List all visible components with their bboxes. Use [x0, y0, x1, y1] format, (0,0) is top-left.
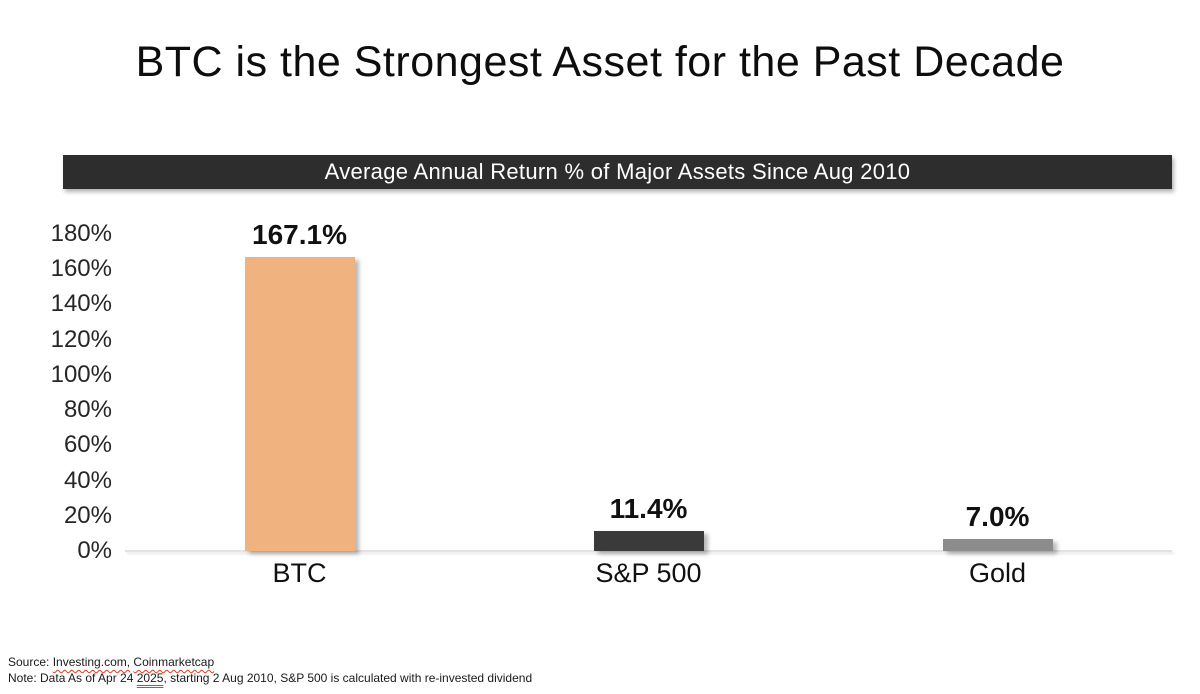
- bar-gold: [942, 539, 1053, 551]
- y-axis-tick-label: 80%: [63, 396, 112, 424]
- y-axis-tick-label: 140%: [50, 290, 112, 318]
- note-text-before: Note: Data As of Apr 24: [8, 671, 137, 685]
- x-axis-line: [125, 550, 1172, 552]
- y-axis-tick-label: 20%: [63, 501, 112, 529]
- source-link-coinmarketcap: Coinmarketcap: [133, 655, 215, 669]
- category-label: BTC: [272, 558, 327, 588]
- bar-btc: [244, 257, 355, 551]
- footnotes: Source: Investing.com, Coinmarketcap Not…: [8, 654, 532, 686]
- source-label: Source:: [8, 655, 50, 669]
- category-label: Gold: [968, 558, 1027, 588]
- chart-title-banner: Average Annual Return % of Major Assets …: [63, 155, 1172, 189]
- note-year: 2025: [136, 671, 164, 685]
- note-line: Note: Data As of Apr 24 2025, starting 2…: [8, 670, 532, 686]
- y-axis-tick-label: 160%: [50, 255, 112, 283]
- y-axis-tick-label: 120%: [50, 325, 112, 353]
- y-axis-tick-label: 40%: [63, 466, 112, 494]
- value-label: 11.4%: [609, 493, 688, 524]
- y-axis-tick-label: 0%: [77, 537, 112, 564]
- value-label: 7.0%: [965, 501, 1030, 532]
- note-text-after: , starting 2 Aug 2010, S&P 500 is calcul…: [163, 671, 533, 685]
- value-label: 167.1%: [252, 219, 347, 250]
- category-label: S&P 500: [595, 558, 702, 588]
- chart-title: Average Annual Return % of Major Assets …: [324, 159, 911, 184]
- source-line: Source: Investing.com, Coinmarketcap: [8, 654, 532, 670]
- y-axis-tick-label: 100%: [50, 360, 112, 388]
- bar-s-p-500: [593, 531, 704, 551]
- y-axis-tick-label: 180%: [50, 220, 112, 247]
- page-title: BTC is the Strongest Asset for the Past …: [135, 38, 1065, 86]
- y-axis-tick-label: 60%: [63, 431, 112, 459]
- source-link-investing: Investing.com,: [52, 655, 131, 669]
